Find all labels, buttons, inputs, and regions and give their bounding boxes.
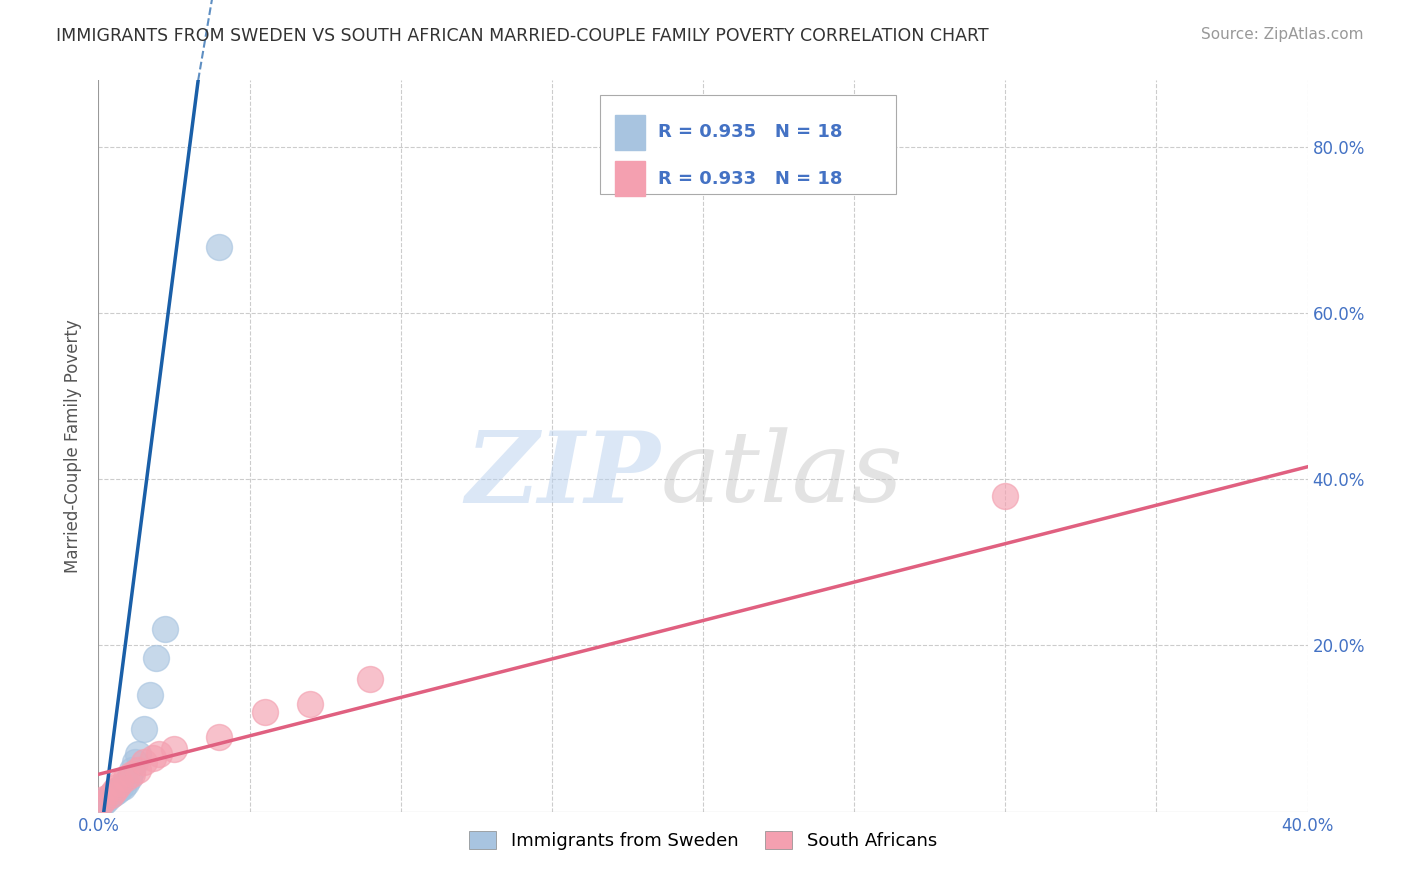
Point [139, 689, 162, 703]
Point [132, 722, 155, 736]
Point [114, 775, 136, 789]
Point [90, 797, 112, 811]
Text: IMMIGRANTS FROM SWEDEN VS SOUTH AFRICAN MARRIED-COUPLE FAMILY POVERTY CORRELATIO: IMMIGRANTS FROM SWEDEN VS SOUTH AFRICAN … [56, 27, 988, 45]
Point [96, 792, 118, 806]
Point [114, 772, 136, 786]
Point [100, 788, 122, 802]
Point [142, 750, 165, 764]
Point [105, 780, 128, 794]
Point [121, 767, 143, 781]
Point [100, 788, 122, 802]
Point [163, 742, 186, 756]
Point [105, 784, 128, 798]
Point [127, 763, 149, 777]
Point [108, 775, 131, 789]
Text: Source: ZipAtlas.com: Source: ZipAtlas.com [1201, 27, 1364, 42]
Y-axis label: Married-Couple Family Poverty: Married-Couple Family Poverty [65, 319, 83, 573]
Text: ZIP: ZIP [465, 427, 661, 524]
Legend: Immigrants from Sweden, South Africans: Immigrants from Sweden, South Africans [461, 823, 945, 857]
Point [103, 787, 125, 801]
Point [93, 792, 115, 806]
Point [93, 795, 115, 809]
Point [132, 755, 155, 769]
Point [121, 763, 143, 777]
Bar [614, 161, 645, 196]
Bar [614, 115, 645, 150]
Point [111, 780, 134, 794]
Point [208, 239, 231, 253]
Point [299, 697, 322, 711]
Point [90, 797, 112, 811]
FancyBboxPatch shape [600, 95, 897, 194]
Point [253, 705, 276, 719]
Point [127, 747, 149, 761]
Point [118, 772, 141, 786]
Point [108, 781, 131, 796]
Point [124, 755, 146, 769]
Point [360, 672, 382, 686]
Text: R = 0.935   N = 18: R = 0.935 N = 18 [658, 123, 842, 142]
Text: R = 0.933   N = 18: R = 0.933 N = 18 [658, 169, 842, 188]
Point [208, 730, 231, 744]
Text: atlas: atlas [661, 427, 904, 523]
Point [153, 622, 176, 636]
Point [148, 747, 170, 761]
Point [145, 651, 167, 665]
Point [994, 489, 1017, 503]
Point [103, 784, 125, 798]
